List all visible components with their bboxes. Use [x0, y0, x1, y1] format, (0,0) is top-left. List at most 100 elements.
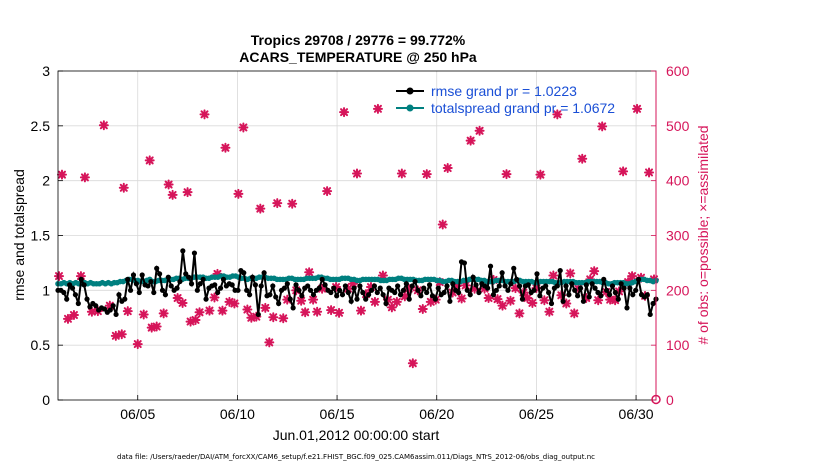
- rmse-point: [508, 281, 514, 287]
- rmse-point: [69, 285, 76, 291]
- rmse-point: [81, 282, 87, 288]
- rmse-point: [200, 276, 206, 282]
- obs-possible-point: [53, 271, 64, 282]
- rmse-point: [589, 281, 595, 287]
- y-right-tick-label: 100: [666, 337, 690, 353]
- rmse-point: [174, 285, 180, 291]
- obs-possible-point: [610, 295, 621, 306]
- obs-possible-point: [334, 307, 345, 318]
- x-tick-label: 06/15: [320, 406, 355, 422]
- obs-possible-point: [224, 296, 235, 307]
- rmse-point: [107, 307, 113, 313]
- rmse-point: [177, 278, 183, 285]
- obs-possible-point: [132, 339, 143, 350]
- obs-possible-point: [360, 289, 371, 300]
- rmse-point: [157, 271, 163, 277]
- rmse-point: [586, 294, 592, 300]
- obs-possible-point: [229, 298, 240, 309]
- rmse-point: [360, 289, 366, 296]
- rmse-point: [339, 292, 346, 298]
- obs-possible-point: [151, 321, 162, 332]
- obs-possible-point: [548, 270, 559, 281]
- rmse-point: [180, 248, 186, 254]
- obs-possible-point: [552, 109, 563, 120]
- y-right-tick-label: 0: [666, 392, 674, 408]
- rmse-point: [534, 271, 540, 277]
- obs-possible-point: [597, 121, 608, 132]
- rmse-point: [351, 285, 357, 291]
- rmse-point: [621, 285, 627, 291]
- rmse-point: [217, 285, 224, 291]
- obs-possible-point: [326, 305, 337, 316]
- obs-possible-point: [268, 312, 279, 323]
- rmse-point: [487, 263, 494, 269]
- rmse-point: [580, 298, 587, 304]
- rmse-point: [476, 289, 482, 296]
- obs-possible-point: [62, 313, 73, 324]
- obs-possible-point: [565, 268, 576, 279]
- obs-possible-point: [539, 295, 550, 306]
- rmse-point: [432, 296, 438, 302]
- plot-area: [53, 70, 661, 405]
- rmse-point: [572, 287, 578, 293]
- obs-possible-point: [483, 293, 494, 304]
- rmse-point: [647, 311, 653, 318]
- rmse-point: [307, 287, 314, 293]
- rmse-point: [583, 282, 589, 288]
- rmse-point: [426, 282, 433, 288]
- rmse-point: [409, 283, 415, 289]
- rmse-point: [380, 292, 386, 298]
- rmse-point: [194, 287, 200, 293]
- obs-possible-point: [505, 295, 516, 306]
- rmse-point: [328, 289, 334, 296]
- rmse-point: [145, 283, 151, 289]
- obs-possible-point: [474, 125, 485, 136]
- rmse-point: [424, 289, 430, 296]
- chart-title-line-1: Tropics 29708 / 29776 = 99.772%: [251, 32, 466, 48]
- rmse-point: [592, 285, 598, 291]
- rmse-point: [78, 276, 84, 282]
- rmse-point: [342, 283, 348, 289]
- rmse-point: [624, 305, 630, 311]
- rmse-point: [569, 281, 575, 287]
- rmse-point: [499, 270, 505, 276]
- rmse-point: [127, 287, 134, 293]
- rmse-point: [270, 283, 276, 289]
- rmse-point: [392, 289, 398, 296]
- rmse-point: [130, 272, 137, 278]
- legend-spread-marker: [406, 104, 414, 112]
- rmse-point: [400, 287, 407, 293]
- rmse-point: [644, 292, 650, 298]
- obs-possible-point: [75, 271, 86, 282]
- y-right-tick-label: 600: [666, 63, 690, 79]
- rmse-point: [493, 287, 499, 293]
- obs-possible-point: [308, 294, 319, 305]
- chart-title-line-2: ACARS_TEMPERATURE @ 250 hPa: [239, 49, 477, 65]
- obs-possible-point: [242, 304, 253, 315]
- rmse-point: [310, 292, 317, 298]
- y-axis-label-right: # of obs: o=possible; ×=assimilated: [695, 125, 711, 344]
- rmse-point: [485, 285, 491, 291]
- rmse-point: [397, 292, 404, 298]
- obs-possible-point: [510, 283, 521, 294]
- legend-rmse-label: rmse grand pr = 1.0223: [431, 83, 577, 99]
- obs-possible-point: [144, 155, 155, 166]
- obs-possible-point: [386, 302, 397, 313]
- rmse-point: [290, 305, 296, 311]
- x-tick-label: 06/25: [519, 406, 554, 422]
- obs-possible-point: [403, 283, 414, 294]
- obs-possible-point: [372, 103, 383, 114]
- obs-possible-point: [110, 330, 121, 341]
- y-tick-label: 1: [42, 282, 50, 298]
- rmse-point: [371, 283, 378, 289]
- obs-possible-point: [146, 322, 157, 333]
- rmse-point: [575, 293, 581, 299]
- rmse-point: [615, 296, 621, 302]
- rmse-point: [609, 283, 616, 289]
- rmse-point: [473, 282, 479, 288]
- rmse-point: [261, 270, 267, 276]
- obs-possible-point: [79, 172, 90, 183]
- rmse-point: [331, 285, 337, 291]
- obs-possible-point: [118, 182, 129, 193]
- obs-possible-point: [278, 313, 289, 324]
